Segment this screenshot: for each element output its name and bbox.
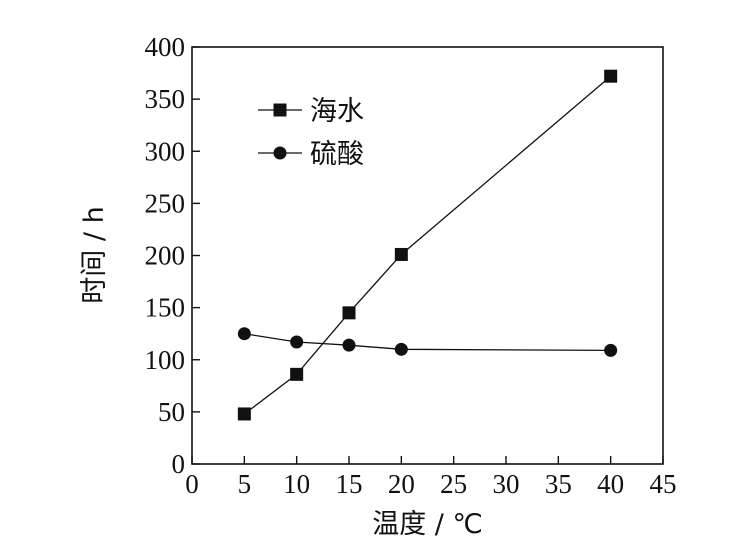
series-1-point: [604, 69, 618, 83]
series-1-point: [237, 407, 251, 421]
x-tick-label: 10: [283, 469, 310, 499]
series-2-point: [394, 342, 408, 356]
y-axis-label: 时间 / h: [79, 206, 110, 303]
x-tick-label: 20: [388, 469, 415, 499]
series-2-point: [604, 343, 618, 357]
y-tick-label: 300: [145, 136, 186, 166]
x-axis-label: 温度 / ℃: [372, 509, 483, 540]
y-tick-label: 0: [172, 449, 186, 479]
y-tick-label: 50: [158, 397, 185, 427]
y-tick-label: 100: [145, 345, 186, 375]
x-tick-label: 45: [650, 469, 677, 499]
x-tick-label: 40: [597, 469, 624, 499]
series-1: [237, 69, 618, 421]
legend-label: 硫酸: [310, 139, 364, 170]
y-tick-label: 250: [145, 188, 186, 218]
series-2-point: [342, 338, 356, 352]
legend-marker: [273, 146, 287, 160]
x-tick-label: 5: [238, 469, 252, 499]
series-2-point: [290, 335, 304, 349]
x-tick-label: 30: [493, 469, 520, 499]
series-2: [237, 327, 618, 357]
x-tick-label: 25: [440, 469, 467, 499]
x-tick-label: 15: [336, 469, 363, 499]
y-tick-label: 400: [145, 32, 186, 62]
legend-item-1: 海水: [258, 96, 364, 127]
x-tick-label: 35: [545, 469, 572, 499]
series-layer: [237, 69, 618, 421]
legend-label: 海水: [310, 96, 364, 127]
y-tick-label: 350: [145, 84, 186, 114]
series-1-point: [394, 247, 408, 261]
legend-item-2: 硫酸: [258, 139, 364, 170]
series-1-point: [290, 367, 304, 381]
y-tick-label: 200: [145, 241, 186, 271]
y-tick-label: 150: [145, 293, 186, 323]
ticks-layer: 0 5 10 15 20 25 30 35 40 45 0 50 100 150 200 250 300 350 4…: [145, 32, 677, 499]
series-1-line: [243, 75, 612, 415]
series-2-point: [237, 327, 251, 341]
series-1-point: [342, 306, 356, 320]
plot-frame: [191, 46, 664, 465]
x-tick-label: 0: [185, 469, 199, 499]
legend-marker: [273, 103, 287, 117]
